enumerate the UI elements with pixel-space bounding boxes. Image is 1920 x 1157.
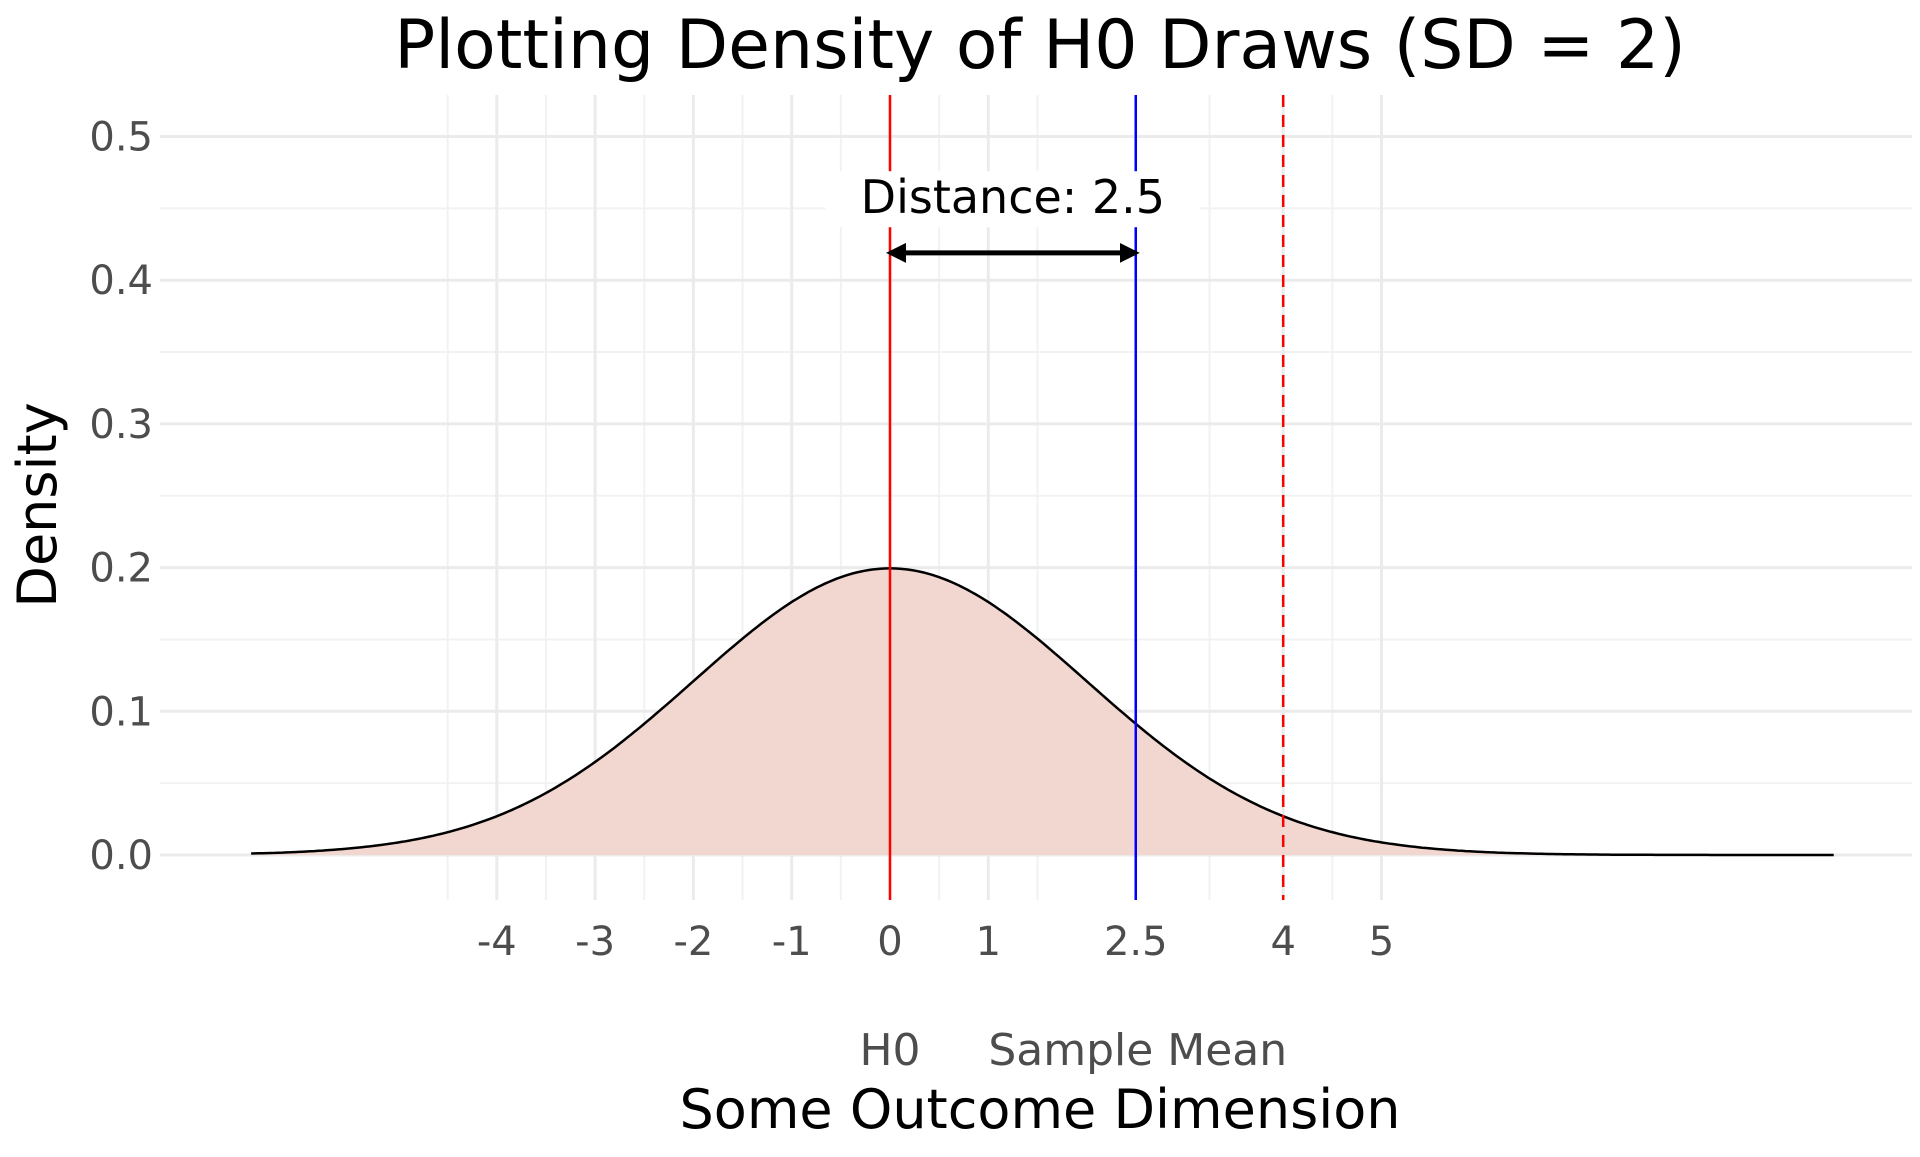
reference-lines-layer: [888, 95, 1285, 900]
y-tick-label: 0.4: [89, 258, 153, 304]
y-tick-label: 0.5: [89, 115, 153, 161]
x-tick-label: -4: [477, 919, 517, 965]
y-tick-label: 0.3: [89, 402, 153, 448]
x-tick-label: 4: [1270, 919, 1295, 965]
x-tick-label: -1: [772, 919, 812, 965]
x-tick-label: 5: [1369, 919, 1394, 965]
annotation-layer: Distance: 2.5: [825, 170, 1201, 263]
x-tick-label: 1: [976, 919, 1001, 965]
density-area-fill: [251, 568, 1834, 855]
y-axis-title: Density: [6, 402, 69, 607]
axis-labels-layer: -4 -3 -2 -1 0 1 2.5 4 5 0.0 0.1 0.2 0.3 0.4 0.5 H0 Sampl…: [89, 115, 1394, 1077]
x-tick-label: 0: [877, 919, 902, 965]
distance-label: Distance: 2.5: [861, 170, 1165, 224]
x-tick-label: -2: [673, 919, 713, 965]
density-area-layer: [251, 567, 1834, 857]
x-tick-label: -3: [575, 919, 615, 965]
y-tick-label: 0.2: [89, 546, 153, 592]
density-curve: [251, 567, 1834, 857]
x-axis-title: Some Outcome Dimension: [680, 1078, 1401, 1141]
h0-label: H0: [859, 1025, 920, 1076]
y-tick-label: 0.0: [89, 833, 153, 879]
x-tick-label: 2.5: [1104, 919, 1168, 965]
distance-label-background: [825, 171, 1201, 228]
sample-mean-label: Sample Mean: [988, 1025, 1287, 1076]
chart-title: Plotting Density of H0 Draws (SD = 2): [394, 6, 1686, 85]
y-tick-label: 0.1: [89, 689, 153, 735]
